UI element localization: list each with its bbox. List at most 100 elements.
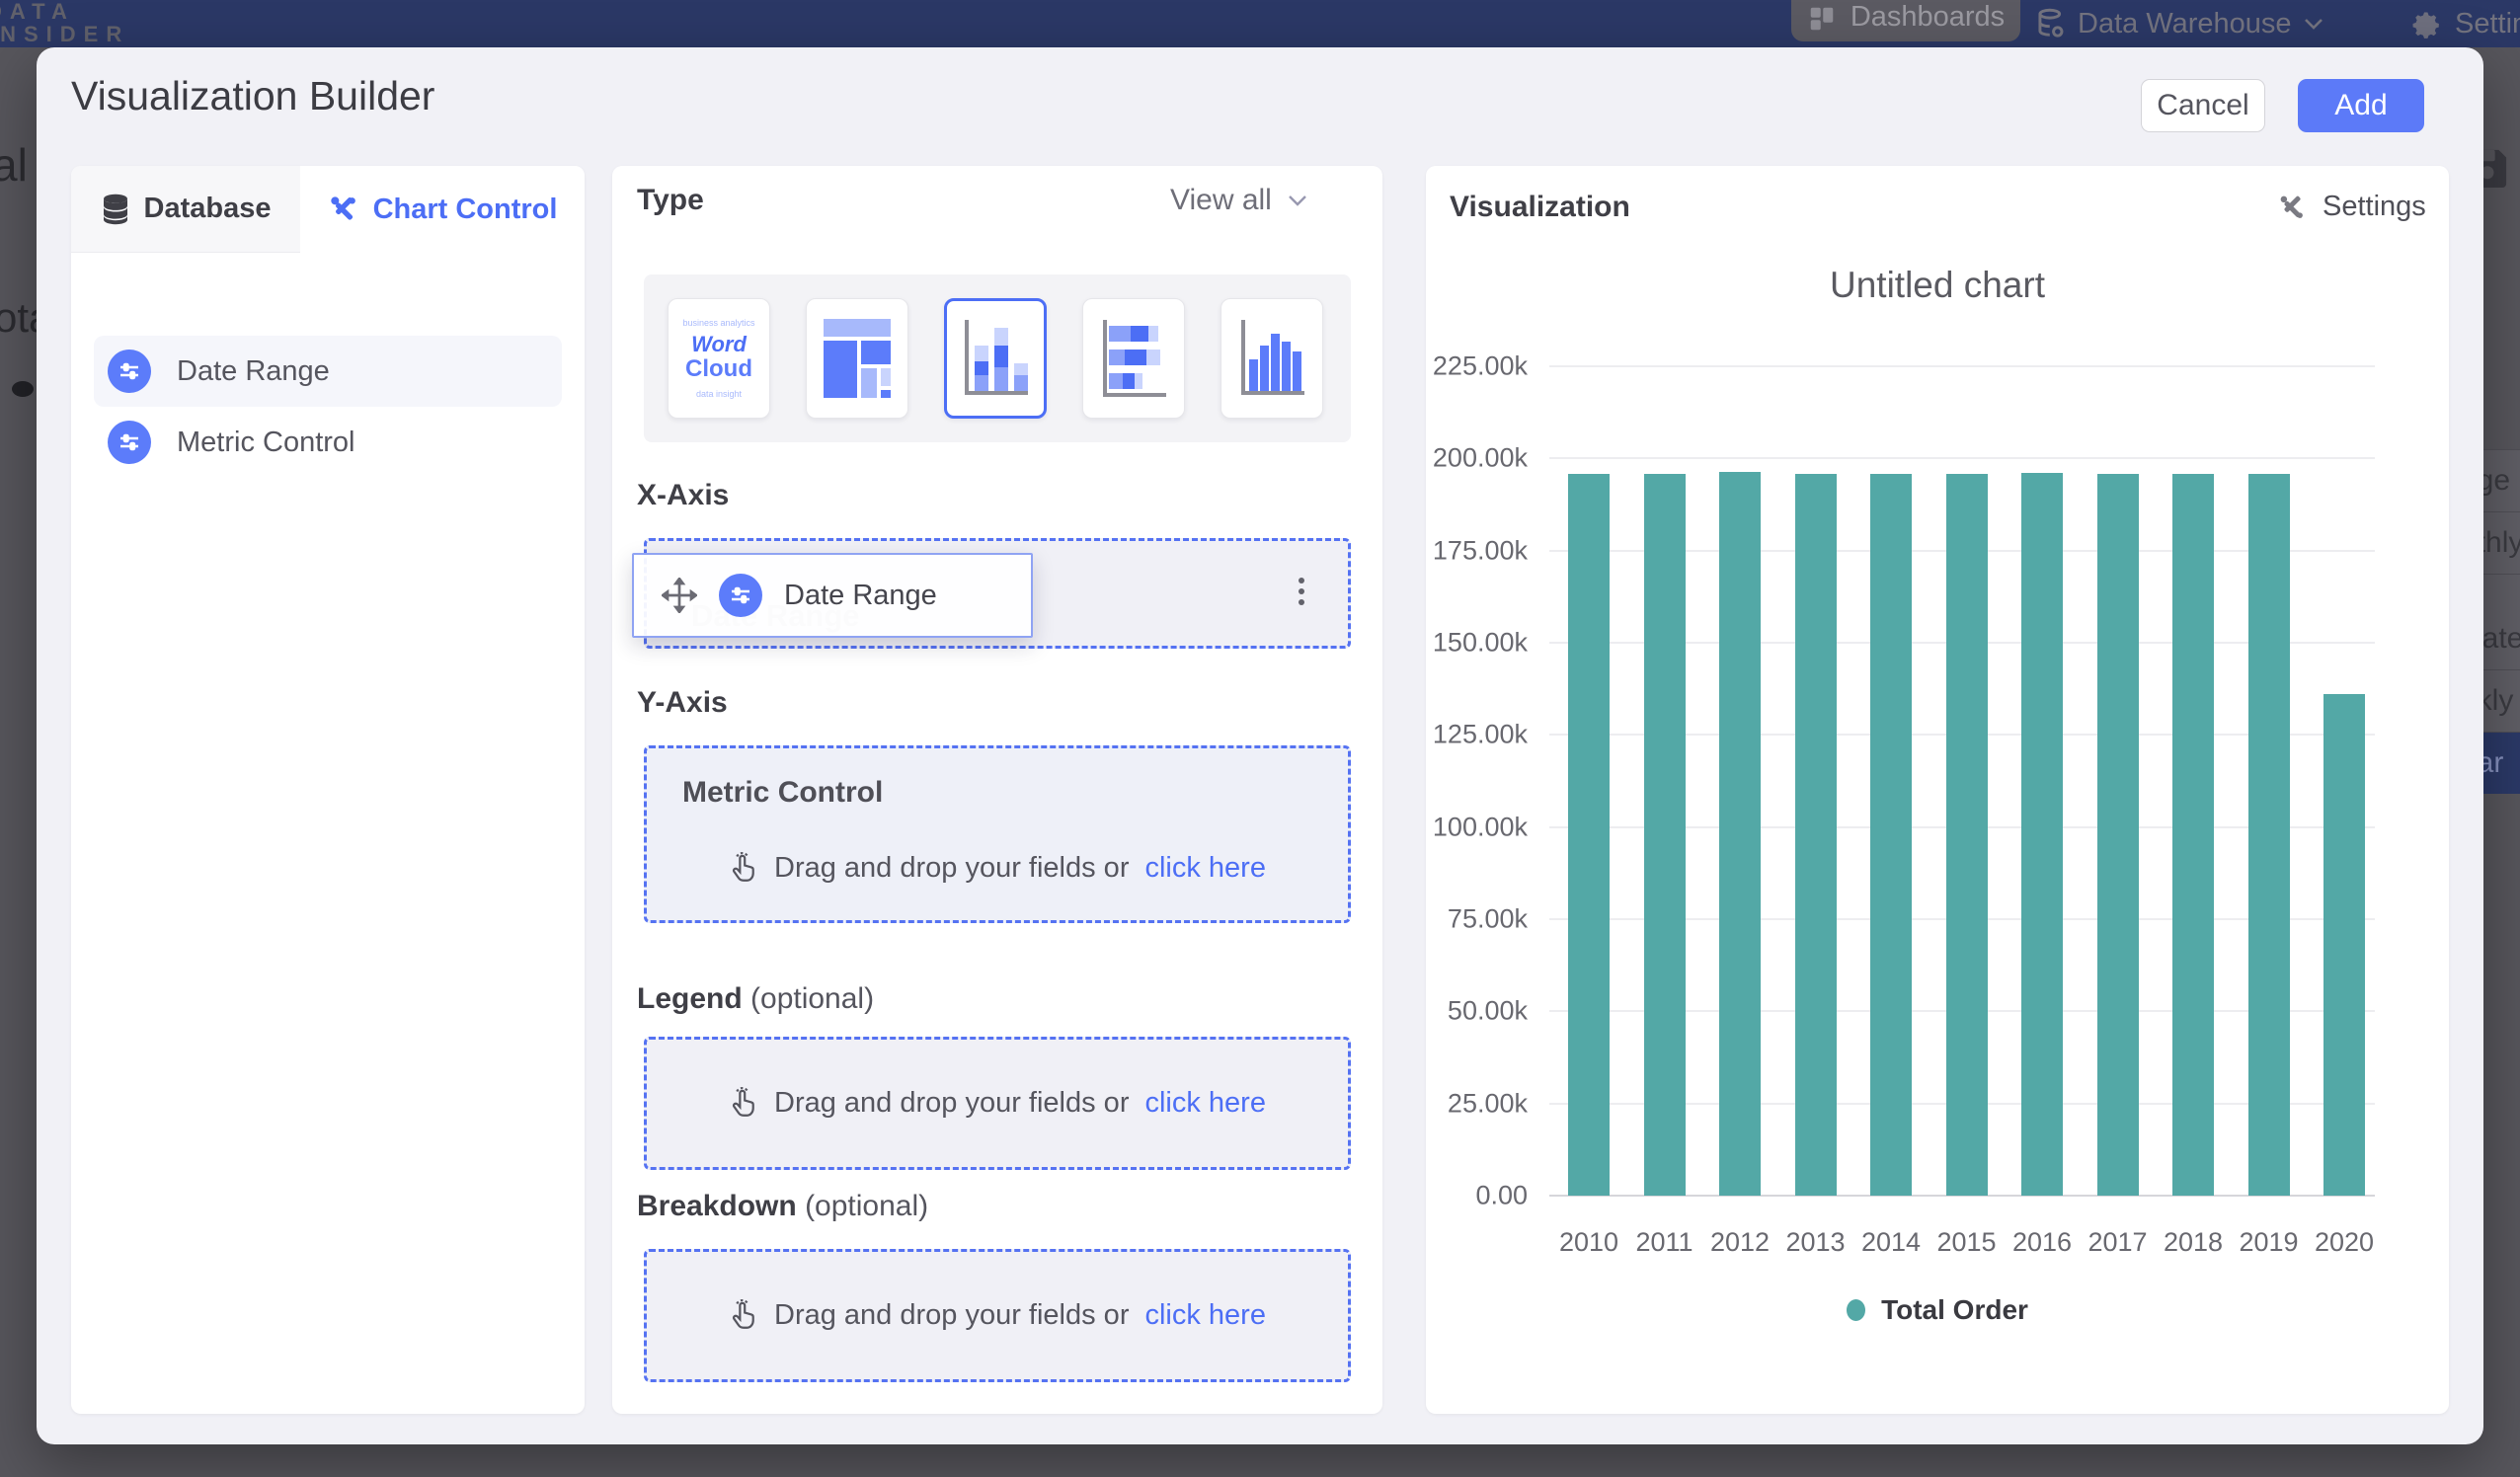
modal-title: Visualization Builder — [71, 73, 434, 119]
legend-label-total-order: Total Order — [1881, 1294, 2028, 1326]
dashboards-icon — [1807, 4, 1837, 34]
tools-icon — [328, 194, 359, 225]
breakdown-optional-label: (optional) — [805, 1190, 928, 1222]
y-axis-tick-label: 25.00k — [1409, 1088, 1528, 1119]
chart-builder-panel: Type View all business analytics Word Cl… — [612, 166, 1382, 1414]
y-axis-heading: Y-Axis — [637, 686, 728, 720]
drop-hint-text: Drag and drop your fields or — [774, 1299, 1129, 1332]
chart-type-stacked-bar[interactable] — [1082, 298, 1185, 419]
click-here-link[interactable]: click here — [1144, 1299, 1266, 1332]
chart-type-strip: business analytics Word Cloud data insig… — [644, 274, 1351, 442]
view-all-dropdown[interactable]: View all — [1170, 184, 1358, 217]
y-axis-tick-label: 225.00k — [1409, 351, 1528, 382]
page-fragment-bullet — [12, 381, 34, 397]
tab-chart-control[interactable]: Chart Control — [300, 166, 585, 253]
bar-2015[interactable] — [1946, 474, 1988, 1196]
logo-line2: INSIDER — [0, 23, 129, 45]
app-logo: DATA INSIDER — [0, 0, 129, 45]
nav-tab-dashboards[interactable]: Dashboards — [1791, 0, 2020, 41]
bar-2013[interactable] — [1795, 474, 1837, 1196]
bar-2016[interactable] — [2021, 473, 2063, 1196]
bar-2012[interactable] — [1719, 472, 1761, 1196]
chart-type-column[interactable] — [1221, 298, 1323, 419]
settings-label: Settings — [2323, 191, 2426, 223]
stacked-column-thumbnail — [959, 316, 1032, 401]
y-axis-dropzone[interactable]: Metric Control Drag and drop your fields… — [644, 745, 1351, 923]
tap-hand-icon — [729, 1086, 758, 1120]
database-cog-icon — [2036, 8, 2066, 39]
x-axis-tick-label: 2020 — [2300, 1227, 2389, 1258]
legend-optional-label: (optional) — [750, 982, 874, 1015]
nav-tab-settings[interactable]: Settings — [2409, 0, 2520, 47]
control-sliders-icon — [719, 574, 762, 617]
legend-heading: Legend (optional) — [637, 982, 874, 1016]
chart-settings-button[interactable]: Settings — [2277, 191, 2426, 223]
chevron-down-icon — [1288, 194, 1307, 206]
chart-type-word-cloud[interactable]: business analytics Word Cloud data insig… — [668, 298, 770, 419]
legend-marker-total-order — [1847, 1299, 1865, 1321]
visualization-panel: Visualization Settings Untitled chart 0.… — [1426, 166, 2449, 1414]
control-sliders-icon — [108, 350, 151, 393]
type-heading: Type — [637, 184, 704, 217]
x-axis-heading: X-Axis — [637, 479, 729, 512]
kebab-menu-icon[interactable] — [1299, 573, 1304, 610]
chart-title: Untitled chart — [1426, 265, 2449, 306]
field-item-metric-control[interactable]: Metric Control — [94, 407, 562, 478]
nav-dashboards-label: Dashboards — [1851, 1, 2005, 34]
bar-2020[interactable] — [2323, 694, 2365, 1196]
y-axis-tick-label: 75.00k — [1409, 904, 1528, 935]
bar-2019[interactable] — [2248, 474, 2290, 1196]
legend-dropzone[interactable]: Drag and drop your fields or click here — [644, 1037, 1351, 1170]
bar-2010[interactable] — [1568, 474, 1610, 1196]
add-button[interactable]: Add — [2298, 79, 2424, 132]
bar-2011[interactable] — [1644, 474, 1686, 1196]
control-sliders-icon — [108, 421, 151, 464]
y-axis-tick-label: 175.00k — [1409, 535, 1528, 566]
tools-icon — [2277, 193, 2307, 222]
y-axis-tick-label: 150.00k — [1409, 628, 1528, 659]
cancel-button[interactable]: Cancel — [2141, 79, 2265, 132]
tap-hand-icon — [729, 851, 758, 885]
column-thumbnail — [1235, 316, 1308, 401]
page-fragment-text: al — [0, 138, 28, 192]
field-item-label: Date Range — [177, 355, 330, 388]
field-item-date-range[interactable]: Date Range — [94, 336, 562, 407]
metric-control-label: Metric Control — [682, 776, 883, 810]
drag-chip-label: Date Range — [784, 580, 937, 612]
date-range-drag-chip[interactable]: Date Range — [632, 553, 1033, 638]
y-axis-tick-label: 0.00 — [1409, 1181, 1528, 1211]
top-navbar: DATA INSIDER Dashboards Data Warehouse S… — [0, 0, 2520, 47]
breakdown-dropzone[interactable]: Drag and drop your fields or click here — [644, 1249, 1351, 1382]
nav-data-warehouse-label: Data Warehouse — [2078, 8, 2292, 40]
drop-hint-text: Drag and drop your fields or — [774, 1087, 1129, 1120]
fields-panel: Database Chart Control Date Range Metric… — [71, 166, 585, 1414]
bar-2014[interactable] — [1870, 474, 1912, 1196]
tab-database[interactable]: Database — [71, 166, 300, 253]
chart-legend: Total Order — [1426, 1294, 2449, 1326]
drop-hint-text: Drag and drop your fields or — [774, 852, 1129, 885]
tab-chart-control-label: Chart Control — [373, 194, 558, 226]
stacked-bar-thumbnail — [1097, 316, 1170, 401]
bar-2018[interactable] — [2172, 474, 2214, 1196]
breakdown-heading: Breakdown (optional) — [637, 1190, 928, 1223]
chart-type-treemap[interactable] — [806, 298, 908, 419]
gridline — [1549, 457, 2375, 459]
click-here-link[interactable]: click here — [1144, 852, 1266, 885]
chart-type-stacked-column[interactable] — [944, 298, 1047, 419]
nav-tab-data-warehouse[interactable]: Data Warehouse — [2036, 0, 2323, 47]
bar-2017[interactable] — [2097, 474, 2139, 1196]
nav-settings-label: Settings — [2455, 8, 2520, 40]
click-here-link[interactable]: click here — [1144, 1087, 1266, 1120]
logo-line1: DATA — [0, 0, 129, 23]
gridline — [1549, 365, 2375, 367]
visualization-builder-modal: Visualization Builder Cancel Add Databas… — [37, 47, 2483, 1444]
chevron-down-icon — [2304, 18, 2323, 30]
database-icon — [101, 194, 130, 225]
move-icon — [662, 578, 697, 613]
treemap-thumbnail — [822, 317, 893, 400]
y-axis-tick-label: 50.00k — [1409, 996, 1528, 1027]
gear-icon — [2409, 7, 2443, 40]
y-axis-tick-label: 200.00k — [1409, 443, 1528, 474]
tap-hand-icon — [729, 1298, 758, 1332]
y-axis-tick-label: 125.00k — [1409, 720, 1528, 750]
